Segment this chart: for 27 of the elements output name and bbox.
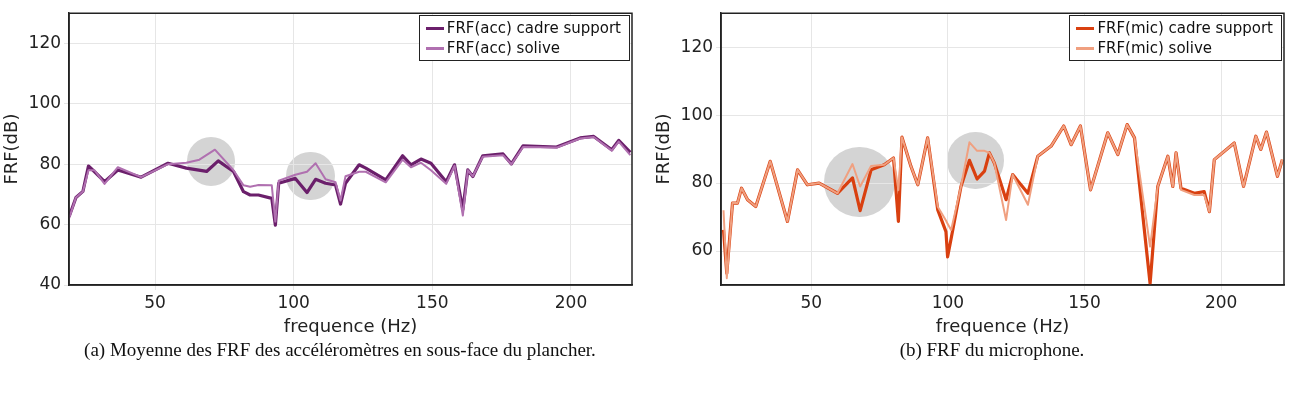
legend-label: FRF(acc) cadre support: [446, 19, 621, 38]
y-tick-label: 120: [28, 31, 62, 52]
x-tick-label: 100: [277, 291, 310, 312]
y-tick-label: 80: [691, 171, 714, 192]
legend-label: FRF(mic) solive: [1097, 39, 1213, 58]
x-tick-label: 50: [800, 291, 823, 312]
x-axis-title: frequence (Hz): [283, 314, 418, 336]
y-tick-label: 60: [39, 213, 62, 234]
y-axis-title: FRF(dB): [0, 113, 22, 185]
y-tick-label: 120: [680, 35, 714, 56]
x-tick-label: 200: [1204, 291, 1238, 312]
y-tick-label: 80: [39, 152, 62, 173]
y-axis-title: FRF(dB): [652, 113, 674, 185]
y-tick-label: 60: [691, 239, 714, 260]
x-tick-label: 200: [554, 291, 588, 312]
text: (b) FRF du microphone.: [898, 338, 1086, 362]
legend-label: FRF(acc) solive: [446, 39, 561, 58]
y-tick-label: 100: [680, 103, 714, 124]
text: (a) Moyenne des FRF des accéléromètres en sous-face du plancher.: [83, 338, 597, 362]
x-tick-label: 50: [144, 291, 166, 312]
x-axis-title: frequence (Hz): [935, 314, 1070, 336]
x-tick-label: 100: [931, 291, 965, 312]
y-tick-label: 40: [39, 273, 62, 294]
legend-label: FRF(mic) cadre support: [1097, 19, 1273, 38]
x-tick-label: 150: [1068, 291, 1101, 312]
y-tick-label: 100: [28, 92, 62, 113]
x-tick-label: 150: [416, 291, 449, 312]
